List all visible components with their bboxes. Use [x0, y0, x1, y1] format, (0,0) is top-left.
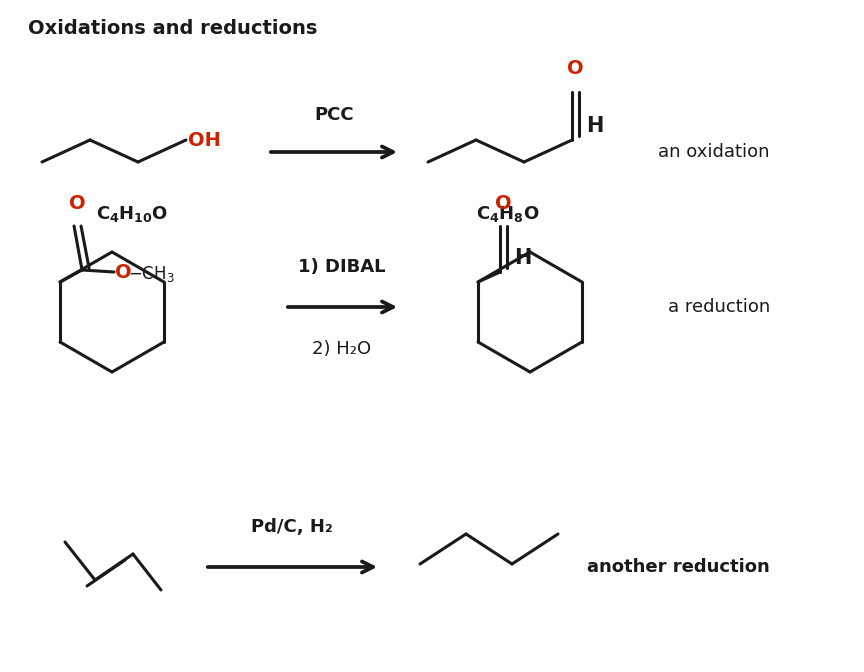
- Text: O: O: [69, 194, 86, 213]
- Text: an oxidation: an oxidation: [658, 143, 770, 161]
- Text: O: O: [115, 263, 131, 282]
- Text: O: O: [567, 59, 583, 78]
- Text: OH: OH: [188, 130, 221, 149]
- Text: Pd/C, H₂: Pd/C, H₂: [251, 518, 333, 536]
- Text: another reduction: another reduction: [588, 558, 770, 576]
- Text: $-$CH$_3$: $-$CH$_3$: [128, 264, 175, 284]
- Text: H: H: [514, 248, 531, 268]
- Text: a reduction: a reduction: [668, 298, 770, 316]
- Text: Oxidations and reductions: Oxidations and reductions: [28, 19, 317, 38]
- Text: O: O: [495, 194, 511, 213]
- Text: $\mathbf{C_4H_{10}O}$: $\mathbf{C_4H_{10}O}$: [96, 204, 168, 224]
- Text: 1) DIBAL: 1) DIBAL: [298, 258, 385, 276]
- Text: $\mathbf{C_4H_8O}$: $\mathbf{C_4H_8O}$: [476, 204, 540, 224]
- Text: PCC: PCC: [314, 106, 354, 124]
- Text: H: H: [586, 116, 603, 136]
- Text: 2) H₂O: 2) H₂O: [313, 340, 372, 358]
